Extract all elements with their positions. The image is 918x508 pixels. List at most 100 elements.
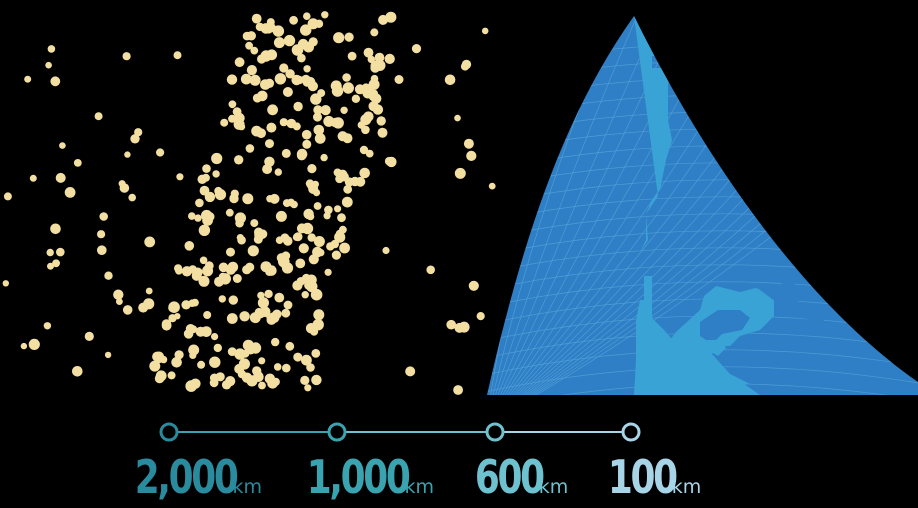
globe-grid-line [487, 77, 918, 105]
particle-dot [324, 268, 332, 276]
particle-dot [50, 223, 61, 235]
particle-dot [426, 265, 436, 275]
particle-dot [385, 11, 397, 23]
particle-dot [234, 155, 244, 165]
scale-marker [327, 422, 347, 442]
particle-dot [332, 117, 344, 129]
particle-dot [304, 384, 312, 392]
particle-dot [252, 366, 262, 376]
particle-dot [265, 139, 274, 149]
particle-dot [122, 52, 131, 61]
particle-dot [55, 172, 66, 183]
particle-dot [237, 235, 246, 245]
particle-dot [307, 181, 316, 190]
particle-dot [357, 121, 365, 129]
particle-dot [215, 372, 225, 382]
particle-dot [307, 233, 316, 242]
scale-value: 100 [607, 450, 678, 504]
particle-dot [211, 152, 223, 165]
particle-dot [56, 247, 65, 257]
particle-dot [341, 196, 353, 208]
particle-dot [156, 148, 165, 157]
particle-dot [143, 298, 155, 310]
particle-dot [199, 185, 210, 196]
particle-dot [45, 61, 52, 69]
particle-dot [50, 76, 61, 87]
particle-dot [343, 184, 353, 194]
particle-dot [214, 186, 223, 196]
particle-dot [285, 69, 295, 79]
particle-dot [281, 148, 291, 158]
particle-dot [249, 74, 261, 86]
particle-dot [324, 205, 333, 215]
particle-dot [306, 280, 318, 293]
particle-dot [481, 27, 489, 35]
particle-dot [188, 212, 196, 220]
particle-dot [228, 295, 238, 305]
particle-dot [313, 236, 325, 247]
particle-dot [171, 357, 182, 368]
particle-dot [197, 360, 206, 369]
particle-dot [167, 371, 176, 380]
particle-dot [298, 243, 309, 254]
particle-dot [154, 373, 165, 384]
particle-dot [463, 138, 474, 149]
particle-dot [168, 304, 176, 312]
particle-dot [228, 100, 237, 109]
particle-dot [250, 46, 259, 55]
particle-dot [271, 337, 280, 347]
land-highlight [634, 16, 826, 395]
particle-dot [144, 236, 156, 248]
particle-dot [201, 209, 213, 222]
particle-dot [333, 32, 345, 44]
particle-dot [279, 63, 289, 73]
particle-dot [43, 322, 52, 330]
particle-dot [124, 151, 131, 158]
particle-dot [342, 133, 353, 144]
particle-dot [237, 122, 246, 131]
particle-dot [264, 373, 276, 384]
particle-dot [24, 75, 32, 83]
particle-dot [453, 385, 463, 395]
scale-marker [621, 422, 641, 442]
scale-unit: km [404, 476, 435, 498]
globe-grid-line [487, 94, 918, 122]
particle-dot [274, 168, 282, 176]
particle-dot [283, 34, 296, 47]
particle-dot [312, 189, 321, 197]
particle-dot [52, 259, 60, 268]
particle-dot [257, 54, 267, 64]
particle-dot [130, 134, 140, 144]
particle-dot [227, 261, 239, 273]
particle-dot [301, 222, 314, 235]
particle-dot [281, 308, 291, 318]
scale-unit: km [538, 476, 569, 498]
particle-dot [72, 366, 83, 377]
particle-dot [293, 101, 303, 112]
pier-mark [706, 340, 726, 356]
particle-dot [384, 156, 394, 166]
particle-dot [305, 323, 317, 334]
particle-dot [219, 273, 231, 285]
particle-dot [234, 212, 246, 224]
particle-dot [326, 118, 335, 126]
particle-dot [20, 342, 28, 350]
particle-dot [293, 352, 303, 362]
particle-dot [97, 230, 106, 239]
particle-dot [226, 74, 238, 85]
particle-dot [279, 118, 288, 127]
particle-dot [230, 189, 239, 198]
particle-dot [370, 28, 379, 37]
particle-dot [189, 351, 197, 359]
particle-dot [374, 52, 385, 63]
scale-markers [159, 422, 641, 442]
particle-dot [3, 192, 12, 201]
particle-dot [2, 280, 9, 287]
particle-dot [176, 173, 184, 181]
particle-dot [266, 195, 274, 203]
particle-dot [204, 261, 214, 271]
particle-dot [73, 159, 82, 167]
particle-dot [290, 200, 298, 209]
particle-dot [385, 54, 395, 64]
particle-dot [189, 325, 198, 334]
